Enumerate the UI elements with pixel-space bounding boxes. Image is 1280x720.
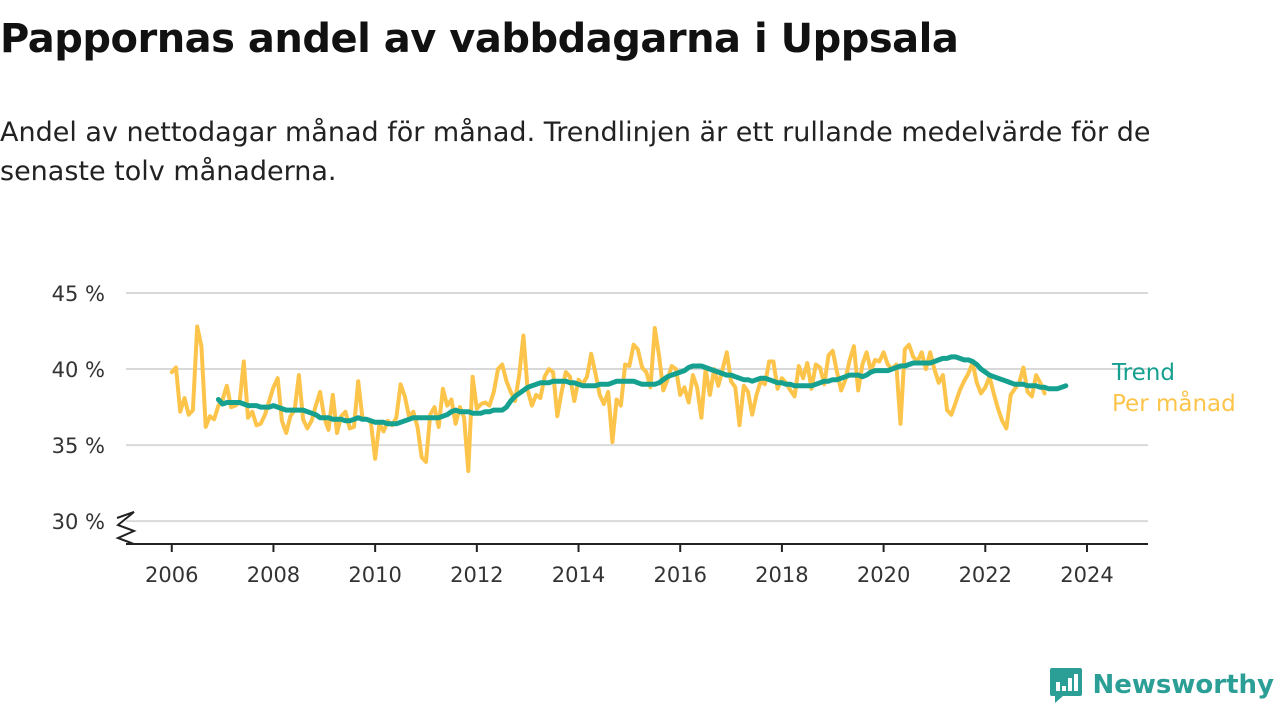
newsworthy-logo: Newsworthy xyxy=(1049,666,1274,704)
y-axis-break-marker xyxy=(115,511,137,545)
x-tick-label: 2024 xyxy=(1060,563,1113,587)
chart-subtitle: Andel av nettodagar månad för månad. Tre… xyxy=(0,117,1151,187)
legend: Per månad Trend xyxy=(1111,360,1236,417)
y-tick-label: 40 % xyxy=(52,358,105,382)
y-axis-ticks: 30 % 35 % 40 % 45 % xyxy=(52,282,137,545)
y-tick-label: 30 % xyxy=(52,510,105,534)
x-tick-label: 2006 xyxy=(145,563,198,587)
x-tick-label: 2016 xyxy=(653,563,706,587)
series-lines xyxy=(169,324,1069,473)
y-tick-label: 45 % xyxy=(52,282,105,306)
x-tick-label: 2018 xyxy=(755,563,808,587)
chart-title: Pappornas andel av vabbdagarna i Uppsala xyxy=(0,16,959,62)
series-line-trend xyxy=(215,354,1069,427)
x-tick-label: 2012 xyxy=(450,563,503,587)
y-tick-label: 35 % xyxy=(52,434,105,458)
x-tick-label: 2010 xyxy=(348,563,401,587)
x-tick-label: 2008 xyxy=(247,563,300,587)
x-tick-label: 2022 xyxy=(959,563,1012,587)
newsworthy-logo-icon xyxy=(1049,668,1082,703)
newsworthy-logo-text: Newsworthy xyxy=(1092,670,1274,700)
x-tick-label: 2020 xyxy=(857,563,910,587)
legend-label-trend: Trend xyxy=(1111,360,1175,386)
x-axis: 2006 2008 2010 2012 2014 2016 2018 2020 2022 2024 xyxy=(126,543,1148,587)
x-tick-label: 2014 xyxy=(552,563,605,587)
series-line-per-manad xyxy=(169,324,1047,473)
legend-label-per-manad: Per månad xyxy=(1112,389,1236,417)
